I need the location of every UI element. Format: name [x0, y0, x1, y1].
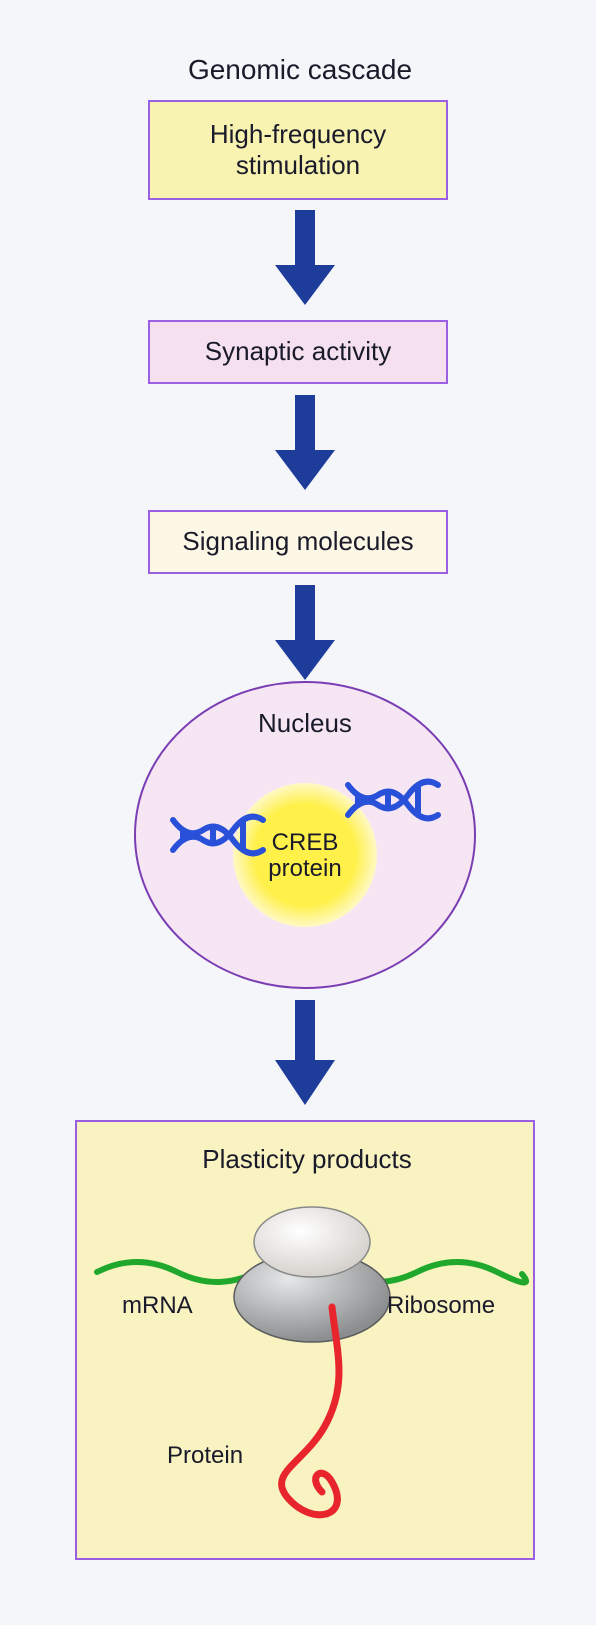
box-synaptic-activity: Synaptic activity [148, 320, 448, 384]
diagram-canvas: Genomic cascade High-frequency stimulati… [0, 0, 596, 1625]
creb-label: CREB protein [265, 830, 345, 883]
plasticity-svg [77, 1122, 537, 1562]
box2-text: Synaptic activity [205, 336, 391, 367]
box-high-frequency-stimulation: High-frequency stimulation [148, 100, 448, 200]
diagram-title: Genomic cascade [100, 54, 500, 86]
nucleus-label: Nucleus [258, 708, 352, 739]
box1-text: High-frequency stimulation [210, 119, 386, 181]
arrow-1 [270, 210, 340, 310]
box3-text: Signaling molecules [182, 526, 413, 557]
mrna-label: mRNA [122, 1292, 193, 1321]
box-plasticity-products: Plasticity products mRNA Ribos [75, 1120, 535, 1560]
protein-label: Protein [167, 1442, 243, 1471]
ribosome-label: Ribosome [387, 1292, 495, 1321]
arrow-4 [270, 1000, 340, 1110]
box-signaling-molecules: Signaling molecules [148, 510, 448, 574]
nucleus: Nucleus CREB protein [133, 680, 477, 990]
arrow-3 [270, 585, 340, 685]
arrow-2 [270, 395, 340, 495]
